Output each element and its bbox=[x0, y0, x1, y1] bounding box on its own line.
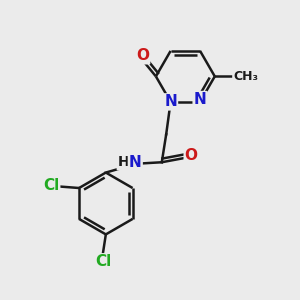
Text: N: N bbox=[129, 155, 142, 170]
Text: O: O bbox=[136, 48, 149, 63]
Text: H: H bbox=[118, 155, 129, 169]
Text: Cl: Cl bbox=[43, 178, 59, 193]
Text: CH₃: CH₃ bbox=[233, 70, 258, 83]
Text: N: N bbox=[164, 94, 177, 110]
Text: N: N bbox=[194, 92, 206, 107]
Text: Cl: Cl bbox=[95, 254, 111, 269]
Text: O: O bbox=[185, 148, 198, 163]
